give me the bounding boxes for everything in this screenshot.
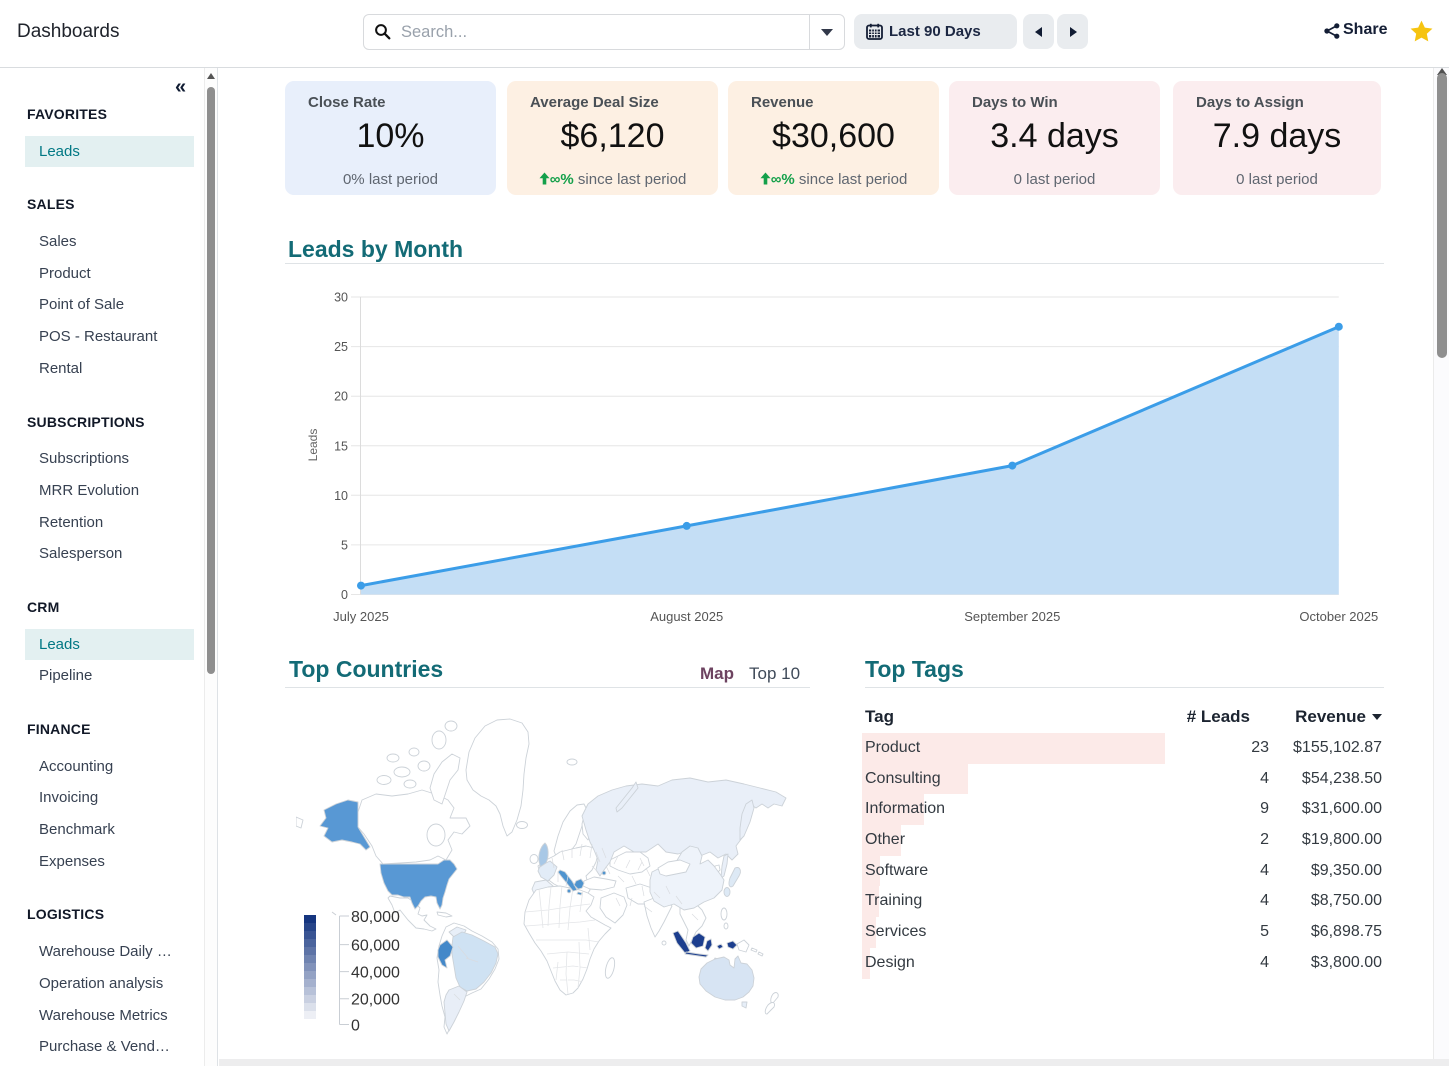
svg-text:July 2025: July 2025	[333, 609, 389, 624]
svg-text:30: 30	[334, 291, 348, 305]
svg-text:0: 0	[351, 1018, 360, 1035]
svg-text:80,000: 80,000	[351, 909, 400, 926]
svg-text:0: 0	[341, 588, 348, 602]
svg-text:60,000: 60,000	[351, 938, 400, 955]
svg-text:25: 25	[334, 340, 348, 354]
svg-text:August 2025: August 2025	[650, 609, 723, 624]
svg-text:Leads: Leads	[306, 429, 320, 462]
svg-text:40,000: 40,000	[351, 965, 400, 982]
svg-text:September 2025: September 2025	[964, 609, 1060, 624]
svg-text:20: 20	[334, 390, 348, 404]
svg-text:15: 15	[334, 439, 348, 453]
svg-text:5: 5	[341, 538, 348, 552]
svg-text:October 2025: October 2025	[1299, 609, 1378, 624]
svg-text:20,000: 20,000	[351, 992, 400, 1009]
svg-text:10: 10	[334, 489, 348, 503]
